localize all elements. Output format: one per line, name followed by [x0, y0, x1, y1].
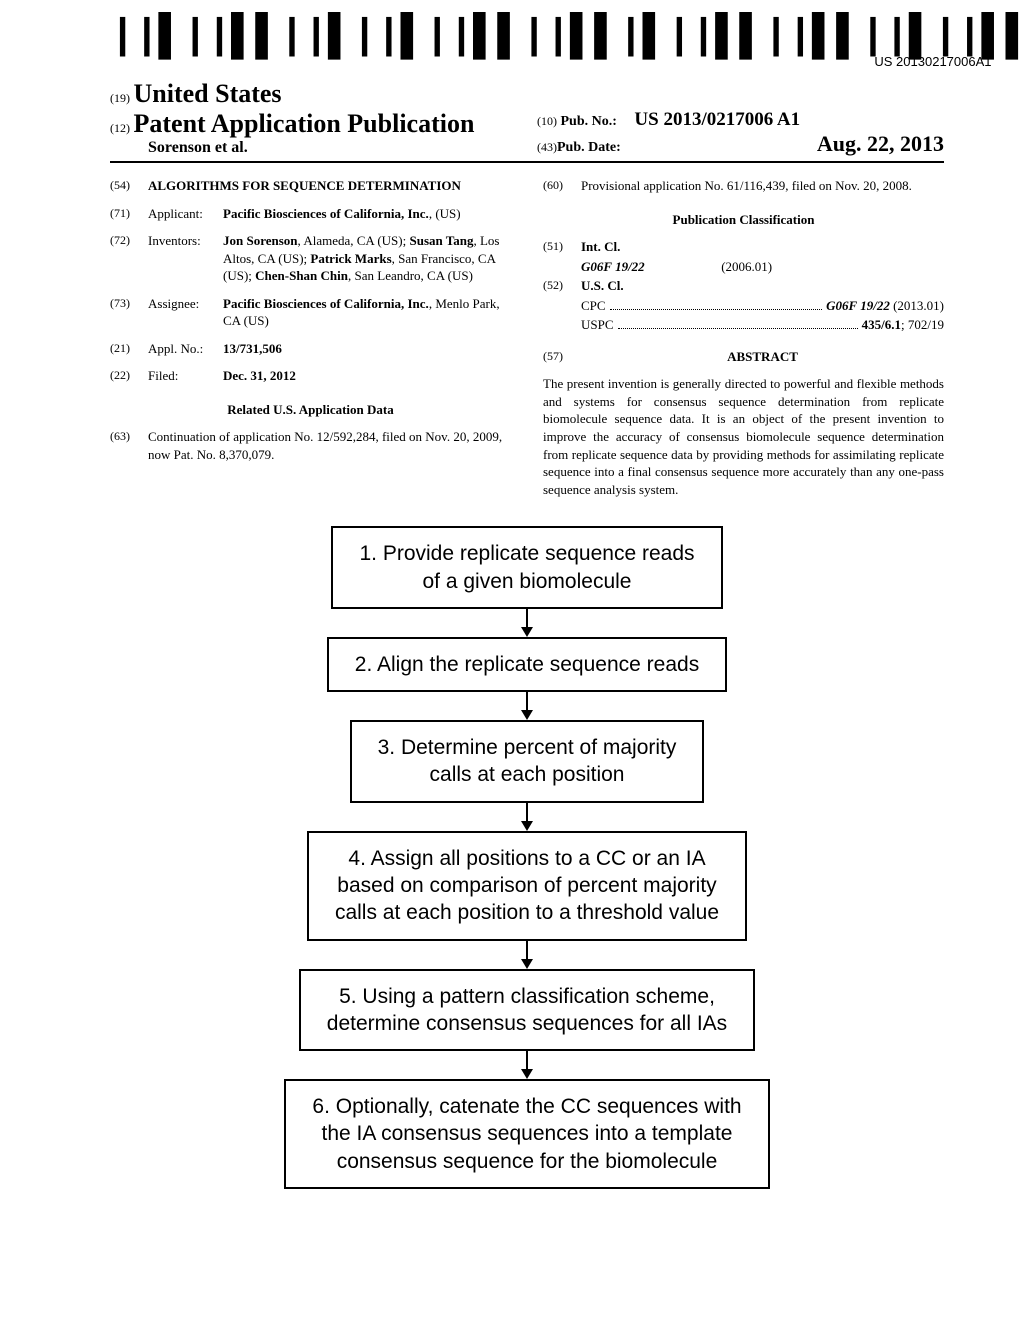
abstract-label: ABSTRACT	[581, 348, 944, 366]
provisional-num: (60)	[543, 177, 581, 195]
assignee-value: Pacific Biosciences of California, Inc.	[223, 296, 429, 311]
barcode-graphic: ||▌||▌▌||▌||▌||▌▌||▌▌|▌||▌▌||▌▌||▌||▌▌||…	[110, 20, 1024, 52]
cpc-code: G06F 19/22	[826, 298, 890, 313]
pubdate-num: (43)	[537, 140, 557, 155]
header-row: (19) United States (12) Patent Applicati…	[110, 79, 944, 163]
flow-box-2: 2. Align the replicate sequence reads	[327, 637, 727, 692]
applicant-num: (71)	[110, 205, 148, 223]
inventor-4-loc: , San Leandro, CA (US)	[348, 268, 473, 283]
applno-num: (21)	[110, 340, 148, 358]
inventor-2-name: Susan Tang	[409, 233, 473, 248]
flow-box-6: 6. Optionally, catenate the CC sequences…	[284, 1079, 769, 1189]
right-column: (60) Provisional application No. 61/116,…	[543, 177, 944, 498]
pubdate-label: Pub. Date:	[557, 140, 621, 156]
cpc-year: (2013.01)	[890, 298, 944, 313]
assignee-label: Assignee:	[148, 295, 223, 330]
classification-title: Publication Classification	[543, 211, 944, 229]
inventors-num: (72)	[110, 232, 148, 285]
pubno-label: Pub. No.:	[561, 114, 617, 129]
uscl-num: (52)	[543, 277, 581, 295]
inventor-1-loc: , Alameda, CA (US);	[298, 233, 410, 248]
title-num: (54)	[110, 177, 148, 195]
filed-label: Filed:	[148, 367, 223, 385]
cpc-label: CPC	[581, 297, 606, 315]
invention-title: ALGORITHMS FOR SEQUENCE DETERMINATION	[148, 177, 511, 195]
inventors-label: Inventors:	[148, 232, 223, 285]
applicant-label: Applicant:	[148, 205, 223, 223]
pub-type-title: Patent Application Publication	[134, 109, 475, 138]
intcl-year: (2006.01)	[721, 259, 772, 274]
uspc-rest: ; 702/19	[901, 317, 944, 332]
flow-box-3: 3. Determine percent of majoritycalls at…	[350, 720, 705, 803]
country-name: United States	[134, 79, 282, 108]
intcl-label: Int. Cl.	[581, 238, 944, 256]
flowchart: 1. Provide replicate sequence readsof a …	[110, 526, 944, 1189]
inventor-4-name: Chen-Shan Chin	[255, 268, 348, 283]
pubdate-value: Aug. 22, 2013	[817, 131, 944, 157]
inventor-3-name: Patrick Marks	[310, 251, 391, 266]
pubno-num: (10)	[537, 114, 557, 128]
uscl-label: U.S. Cl.	[581, 277, 944, 295]
flow-arrow	[521, 1051, 533, 1079]
flow-box-4: 4. Assign all positions to a CC or an IA…	[307, 831, 747, 941]
flow-arrow	[521, 692, 533, 720]
applno-value: 13/731,506	[223, 340, 511, 358]
uspc-bold: 435/6.1	[862, 317, 901, 332]
flow-box-5: 5. Using a pattern classification scheme…	[299, 969, 755, 1052]
continuation-text: Continuation of application No. 12/592,2…	[148, 428, 511, 463]
flow-arrow	[521, 941, 533, 969]
filed-value: Dec. 31, 2012	[223, 367, 511, 385]
left-column: (54) ALGORITHMS FOR SEQUENCE DETERMINATI…	[110, 177, 511, 498]
flow-arrow	[521, 803, 533, 831]
inventors-value: Jon Sorenson, Alameda, CA (US); Susan Ta…	[223, 232, 511, 285]
related-data-title: Related U.S. Application Data	[110, 401, 511, 419]
intcl-num: (51)	[543, 238, 581, 256]
inventor-1-name: Jon Sorenson	[223, 233, 298, 248]
authors-line: Sorenson et al.	[110, 139, 517, 157]
barcode-region: ||▌||▌▌||▌||▌||▌▌||▌▌|▌||▌▌||▌▌||▌||▌▌||…	[110, 20, 944, 71]
flow-box-1: 1. Provide replicate sequence readsof a …	[331, 526, 722, 609]
applicant-loc: , (US)	[429, 206, 461, 221]
assignee-num: (73)	[110, 295, 148, 330]
pub-type-num: (12)	[110, 121, 130, 135]
flow-arrow	[521, 609, 533, 637]
intcl-code: G06F 19/22	[581, 259, 645, 274]
pubno-value: US 2013/0217006 A1	[634, 109, 800, 130]
abstract-num: (57)	[543, 348, 581, 366]
applno-label: Appl. No.:	[148, 340, 223, 358]
applicant-value: Pacific Biosciences of California, Inc.	[223, 206, 429, 221]
country-code-num: (19)	[110, 91, 130, 105]
uspc-label: USPC	[581, 316, 614, 334]
continuation-num: (63)	[110, 428, 148, 463]
abstract-text: The present invention is generally direc…	[543, 375, 944, 498]
provisional-text: Provisional application No. 61/116,439, …	[581, 177, 944, 195]
filed-num: (22)	[110, 367, 148, 385]
